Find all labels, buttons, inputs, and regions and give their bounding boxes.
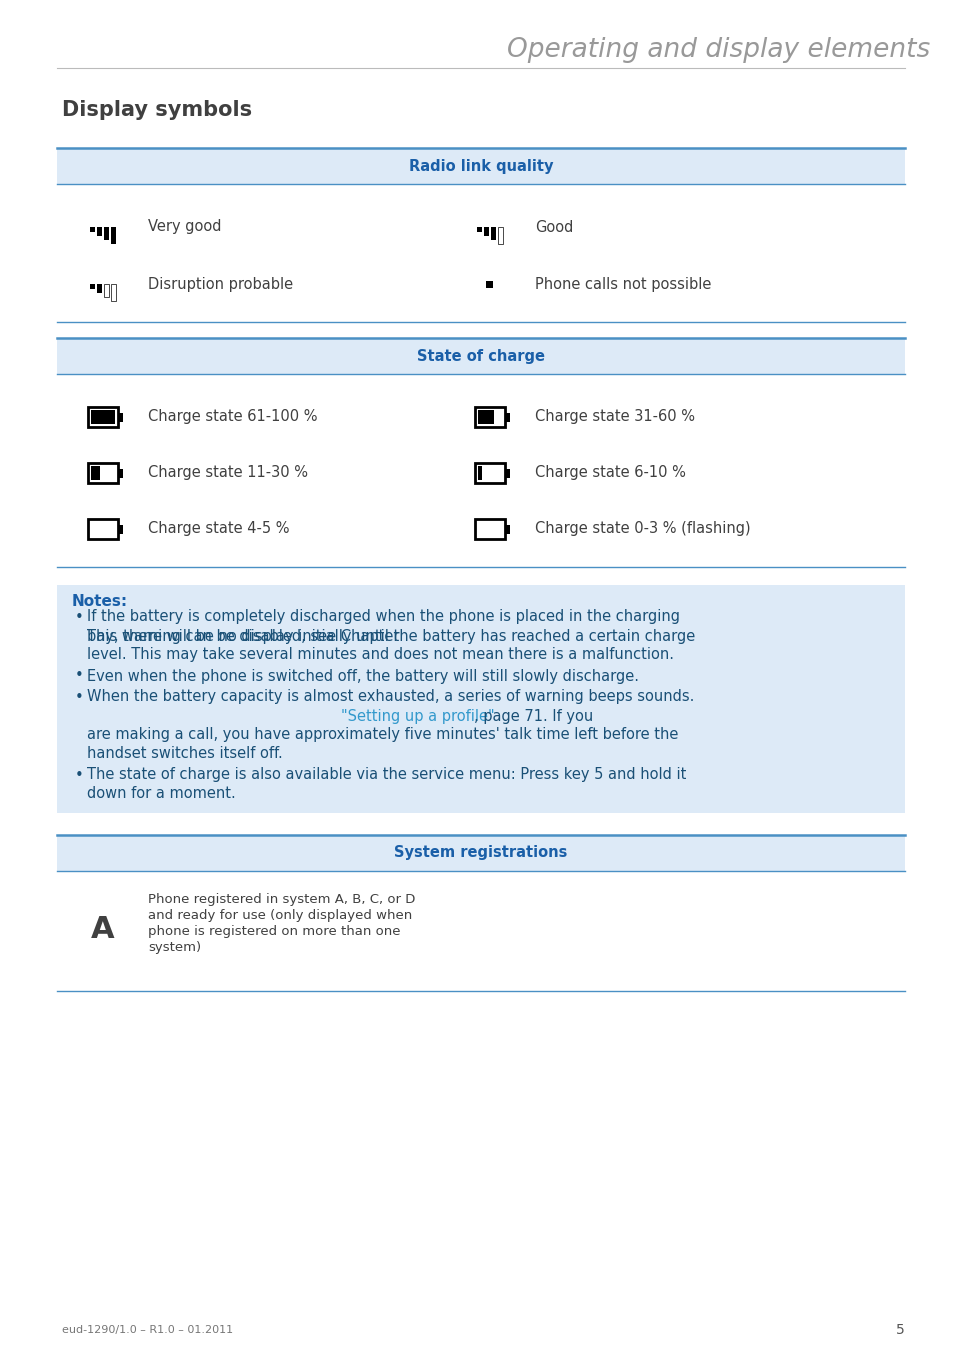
Bar: [57, 836, 904, 871]
Text: •: •: [75, 668, 84, 684]
Text: Charge state 61-100 %: Charge state 61-100 %: [148, 410, 317, 425]
Bar: [475, 519, 504, 539]
Text: Charge state 4-5 %: Charge state 4-5 %: [148, 522, 289, 537]
Bar: [88, 407, 118, 427]
Bar: [90, 227, 95, 233]
Text: and ready for use (only displayed when: and ready for use (only displayed when: [148, 909, 412, 922]
Text: bay, there will be no display initially until the battery has reached a certain : bay, there will be no display initially …: [87, 629, 695, 644]
Bar: [97, 227, 102, 237]
Bar: [118, 525, 123, 534]
Bar: [118, 412, 123, 422]
Bar: [90, 284, 95, 289]
Text: Disruption probable: Disruption probable: [148, 277, 293, 292]
Bar: [504, 469, 510, 477]
Text: The state of charge is also available via the service menu: Press key 5 and hold: The state of charge is also available vi…: [87, 768, 685, 783]
Text: Phone registered in system A, B, C, or D: Phone registered in system A, B, C, or D: [148, 892, 415, 906]
Bar: [57, 585, 904, 813]
Text: System registrations: System registrations: [394, 845, 567, 860]
Text: "Setting up a profile": "Setting up a profile": [341, 708, 495, 723]
Text: level. This may take several minutes and does not mean there is a malfunction.: level. This may take several minutes and…: [87, 648, 673, 662]
Bar: [88, 462, 118, 483]
Text: A: A: [91, 914, 114, 944]
Text: •: •: [75, 610, 84, 625]
Text: down for a moment.: down for a moment.: [87, 787, 235, 802]
Bar: [91, 410, 115, 425]
Text: handset switches itself off.: handset switches itself off.: [87, 746, 282, 761]
Bar: [97, 284, 102, 293]
Bar: [477, 466, 481, 480]
Text: Good: Good: [535, 219, 573, 234]
Bar: [91, 466, 100, 480]
Bar: [476, 227, 481, 233]
Bar: [118, 469, 123, 477]
Text: •: •: [75, 768, 84, 783]
Bar: [104, 284, 109, 297]
Bar: [57, 338, 904, 375]
Bar: [491, 227, 496, 241]
Text: State of charge: State of charge: [416, 349, 544, 364]
Bar: [477, 410, 494, 425]
Text: Phone calls not possible: Phone calls not possible: [535, 277, 711, 292]
Bar: [475, 462, 504, 483]
Bar: [504, 412, 510, 422]
Text: Even when the phone is switched off, the battery will still slowly discharge.: Even when the phone is switched off, the…: [87, 668, 639, 684]
Bar: [504, 525, 510, 534]
Text: are making a call, you have approximately five minutes' talk time left before th: are making a call, you have approximatel…: [87, 727, 678, 742]
Text: Notes:: Notes:: [71, 594, 128, 608]
Text: Charge state 11-30 %: Charge state 11-30 %: [148, 465, 308, 480]
Text: •: •: [75, 690, 84, 704]
Text: Radio link quality: Radio link quality: [408, 158, 553, 173]
Bar: [57, 147, 904, 184]
Text: Charge state 31-60 %: Charge state 31-60 %: [535, 410, 695, 425]
Bar: [88, 519, 118, 539]
Bar: [486, 280, 493, 288]
Text: 5: 5: [895, 1324, 904, 1337]
Text: Display symbols: Display symbols: [62, 100, 252, 120]
Text: If the battery is completely discharged when the phone is placed in the charging: If the battery is completely discharged …: [87, 610, 679, 625]
Text: Very good: Very good: [148, 219, 221, 234]
Bar: [111, 284, 116, 301]
Bar: [111, 227, 116, 243]
Text: , page 71. If you: , page 71. If you: [474, 708, 593, 723]
Text: system): system): [148, 941, 201, 953]
Bar: [497, 227, 502, 243]
Text: This warning can be disabled, see Chapter: This warning can be disabled, see Chapte…: [87, 629, 404, 644]
Text: When the battery capacity is almost exhausted, a series of warning beeps sounds.: When the battery capacity is almost exha…: [87, 690, 694, 704]
Bar: [475, 407, 504, 427]
Bar: [483, 227, 489, 237]
Text: Operating and display elements: Operating and display elements: [506, 37, 929, 64]
Bar: [104, 227, 109, 241]
Text: Charge state 0-3 % (flashing): Charge state 0-3 % (flashing): [535, 522, 750, 537]
Text: phone is registered on more than one: phone is registered on more than one: [148, 925, 400, 937]
Text: Charge state 6-10 %: Charge state 6-10 %: [535, 465, 685, 480]
Text: eud-1290/1.0 – R1.0 – 01.2011: eud-1290/1.0 – R1.0 – 01.2011: [62, 1325, 233, 1334]
